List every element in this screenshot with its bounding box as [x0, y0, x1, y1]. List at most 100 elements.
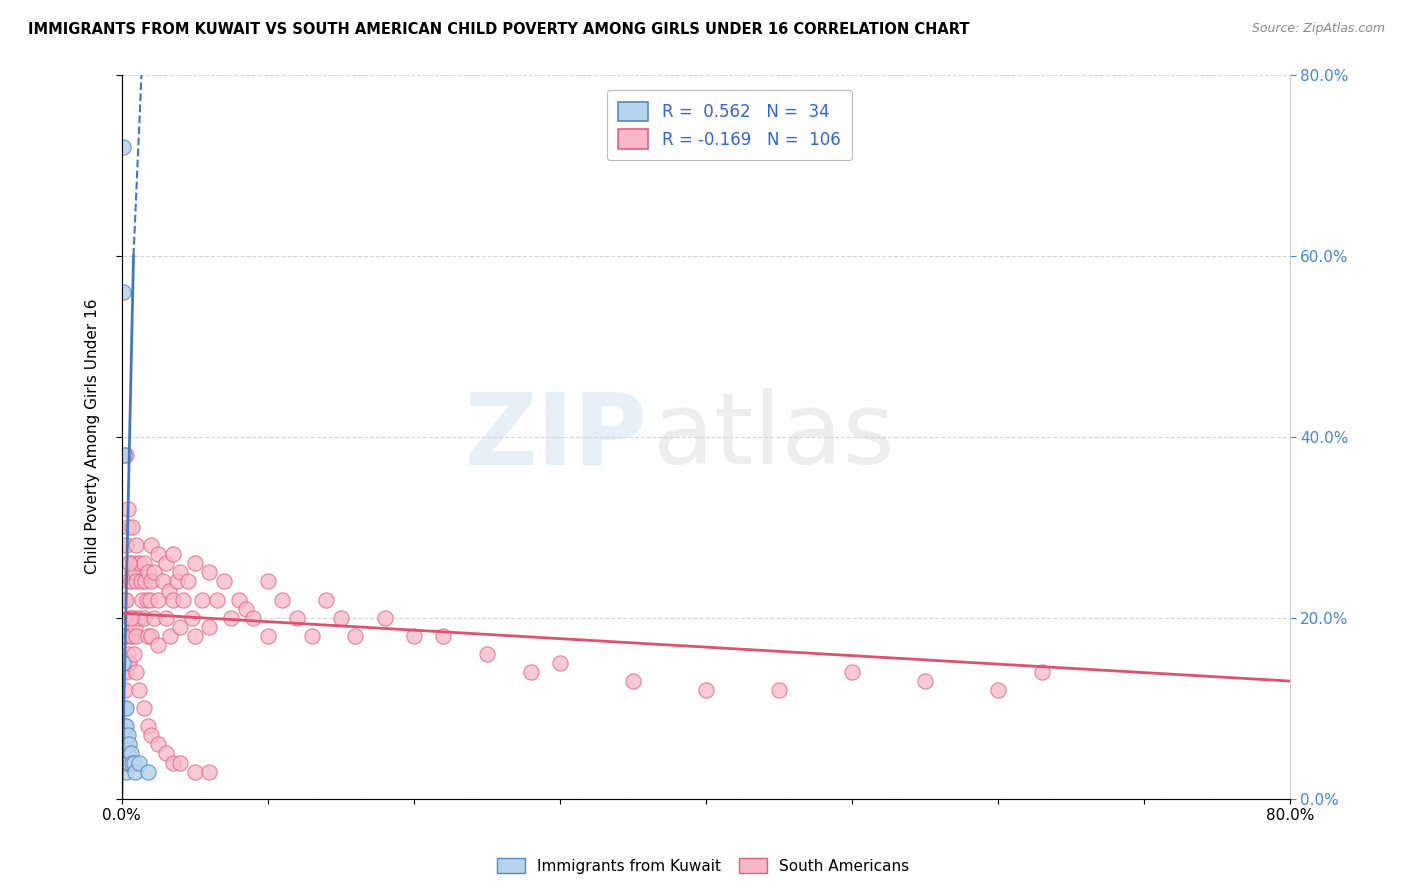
Point — [184, 764, 207, 779]
Point — [212, 574, 235, 589]
Point — [121, 520, 143, 534]
Point — [125, 574, 148, 589]
Point — [115, 701, 138, 715]
Point — [475, 647, 498, 661]
Point — [121, 566, 143, 580]
Point — [112, 629, 135, 643]
Point — [125, 665, 148, 679]
Point — [114, 592, 136, 607]
Point — [138, 592, 160, 607]
Point — [914, 674, 936, 689]
Point — [112, 656, 135, 670]
Point — [124, 764, 146, 779]
Point — [118, 557, 141, 571]
Point — [402, 629, 425, 643]
Point — [228, 592, 250, 607]
Point — [148, 547, 170, 561]
Point — [121, 756, 143, 770]
Legend: Immigrants from Kuwait, South Americans: Immigrants from Kuwait, South Americans — [491, 852, 915, 880]
Point — [115, 719, 138, 733]
Point — [118, 756, 141, 770]
Point — [157, 583, 180, 598]
Point — [118, 738, 141, 752]
Point — [120, 629, 142, 643]
Point — [111, 140, 134, 154]
Point — [112, 747, 135, 761]
Point — [115, 448, 138, 462]
Point — [136, 566, 159, 580]
Point — [125, 538, 148, 552]
Point — [115, 756, 138, 770]
Point — [172, 592, 194, 607]
Point — [112, 448, 135, 462]
Point — [235, 601, 257, 615]
Point — [118, 656, 141, 670]
Point — [155, 747, 177, 761]
Point — [115, 665, 138, 679]
Point — [176, 574, 198, 589]
Point — [115, 764, 138, 779]
Point — [120, 574, 142, 589]
Point — [117, 502, 139, 516]
Point — [519, 665, 541, 679]
Point — [114, 756, 136, 770]
Point — [136, 629, 159, 643]
Text: Source: ZipAtlas.com: Source: ZipAtlas.com — [1251, 22, 1385, 36]
Point — [115, 738, 138, 752]
Point — [115, 538, 138, 552]
Point — [169, 566, 191, 580]
Point — [139, 629, 162, 643]
Text: ZIP: ZIP — [464, 388, 647, 485]
Point — [117, 520, 139, 534]
Point — [118, 557, 141, 571]
Point — [162, 547, 184, 561]
Text: IMMIGRANTS FROM KUWAIT VS SOUTH AMERICAN CHILD POVERTY AMONG GIRLS UNDER 16 CORR: IMMIGRANTS FROM KUWAIT VS SOUTH AMERICAN… — [28, 22, 970, 37]
Point — [121, 629, 143, 643]
Point — [122, 557, 145, 571]
Point — [148, 592, 170, 607]
Point — [548, 656, 571, 670]
Y-axis label: Child Poverty Among Girls Under 16: Child Poverty Among Girls Under 16 — [86, 299, 100, 574]
Point — [139, 574, 162, 589]
Point — [131, 592, 153, 607]
Point — [112, 701, 135, 715]
Point — [114, 728, 136, 742]
Point — [155, 610, 177, 624]
Point — [132, 701, 155, 715]
Point — [162, 756, 184, 770]
Point — [112, 747, 135, 761]
Point — [180, 610, 202, 624]
Point — [128, 683, 150, 698]
Point — [139, 538, 162, 552]
Point — [129, 574, 152, 589]
Point — [122, 610, 145, 624]
Point — [134, 574, 156, 589]
Point — [155, 557, 177, 571]
Point — [285, 610, 308, 624]
Point — [841, 665, 863, 679]
Point — [111, 719, 134, 733]
Point — [198, 764, 221, 779]
Point — [191, 592, 214, 607]
Point — [987, 683, 1010, 698]
Point — [115, 747, 138, 761]
Point — [136, 764, 159, 779]
Point — [344, 629, 367, 643]
Point — [329, 610, 352, 624]
Point — [184, 629, 207, 643]
Point — [301, 629, 323, 643]
Point — [114, 738, 136, 752]
Point — [256, 574, 278, 589]
Point — [139, 728, 162, 742]
Point — [114, 683, 136, 698]
Point — [111, 738, 134, 752]
Point — [768, 683, 790, 698]
Point — [128, 756, 150, 770]
Point — [621, 674, 644, 689]
Legend: R =  0.562   N =  34, R = -0.169   N =  106: R = 0.562 N = 34, R = -0.169 N = 106 — [606, 90, 852, 161]
Point — [152, 574, 174, 589]
Point — [695, 683, 717, 698]
Point — [118, 610, 141, 624]
Point — [148, 638, 170, 652]
Point — [169, 620, 191, 634]
